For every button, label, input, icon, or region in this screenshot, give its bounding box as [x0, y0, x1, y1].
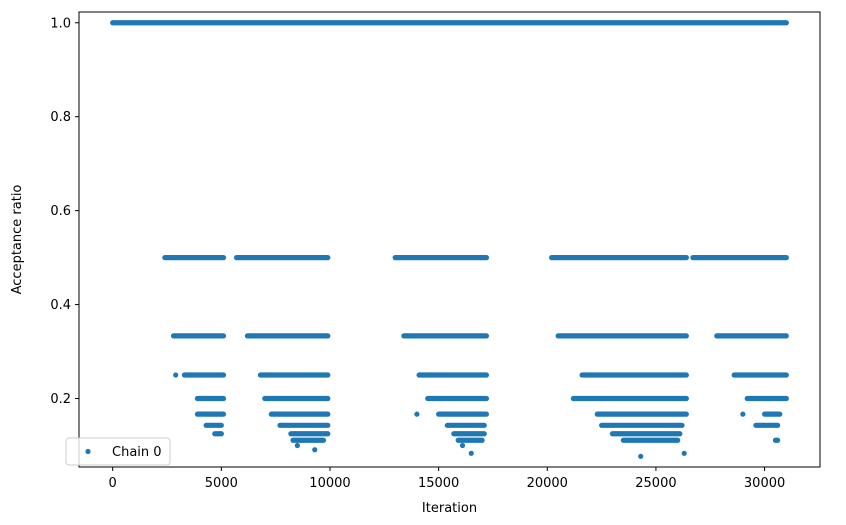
y-tick-label: 0.2 [50, 392, 71, 407]
y-tick-label: 1.0 [50, 16, 71, 31]
x-tick-label: 20000 [527, 476, 568, 491]
y-axis-label: Acceptance ratio [10, 185, 25, 295]
data-point [294, 442, 300, 449]
x-tick-label: 10000 [309, 476, 350, 491]
data-point [681, 450, 687, 456]
data-point [173, 372, 179, 378]
data-point [638, 453, 644, 459]
x-tick-label: 25000 [635, 476, 676, 491]
data-point [459, 442, 466, 449]
x-tick-label: 15000 [418, 476, 459, 491]
x-axis-label: Iteration [422, 501, 477, 516]
y-tick-label: 0.8 [50, 110, 71, 125]
y-axis-ticks: 0.2 0.4 0.6 0.8 1.0 [50, 16, 79, 407]
data-point [468, 450, 474, 456]
legend: Chain 0 [65, 437, 171, 466]
data-point [740, 411, 746, 417]
legend-label: Chain 0 [112, 445, 162, 460]
x-tick-label: 5000 [205, 476, 238, 491]
data-point [312, 447, 318, 453]
x-axis-ticks: 0 5000 10000 15000 20000 25000 30000 [109, 467, 785, 491]
x-tick-label: 0 [109, 476, 117, 491]
legend-marker [85, 448, 91, 455]
x-tick-label: 30000 [744, 476, 785, 491]
data-point [414, 411, 420, 417]
legend-box [65, 437, 171, 466]
data-points [110, 20, 789, 459]
plot-frame [78, 11, 821, 468]
y-tick-label: 0.6 [50, 204, 71, 219]
y-tick-label: 0.4 [50, 298, 71, 313]
